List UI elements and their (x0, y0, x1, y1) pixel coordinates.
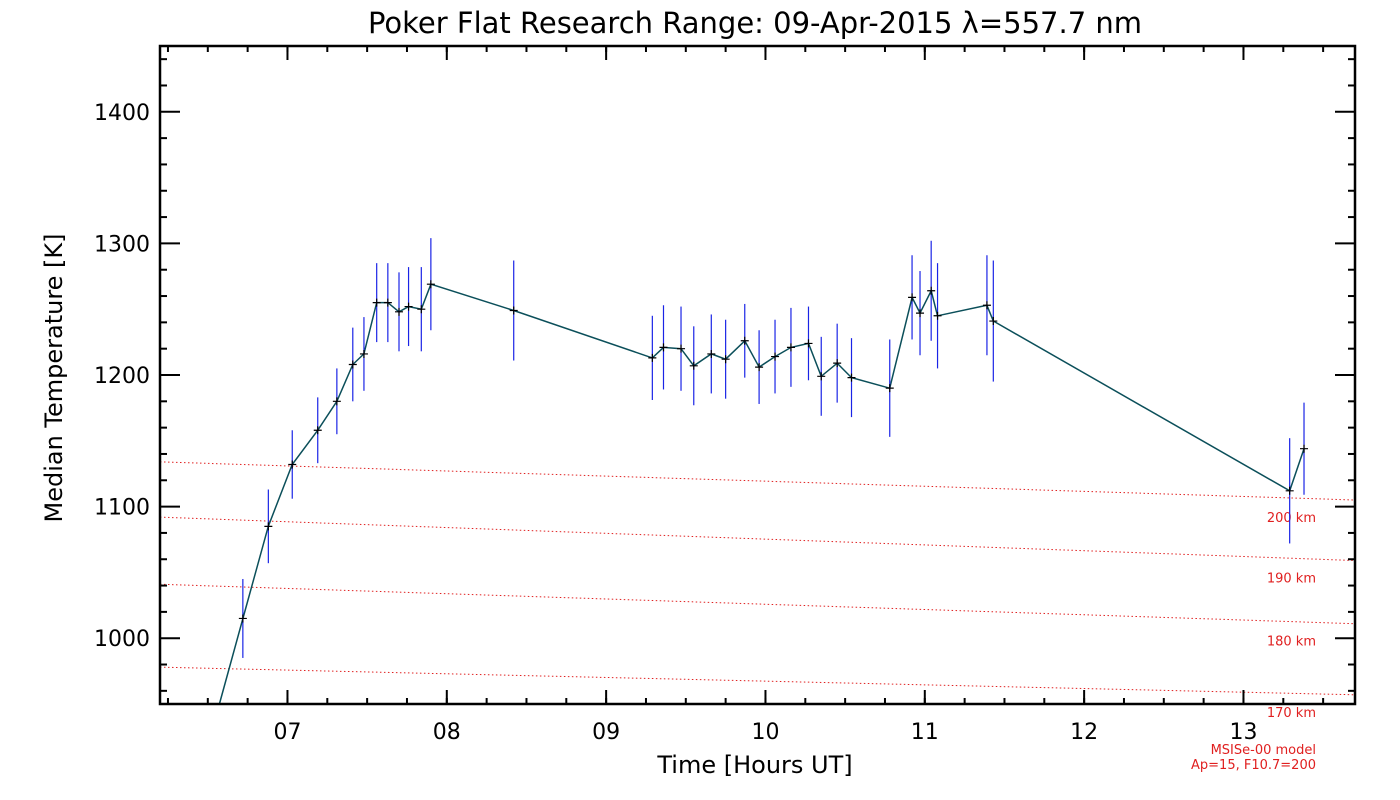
y-tick-label: 1200 (94, 364, 150, 389)
model-line-label: 190 km (1267, 572, 1316, 587)
temperature-line (218, 283, 1305, 705)
data-point (804, 339, 813, 348)
data-point (916, 309, 925, 318)
data-point (1300, 444, 1309, 453)
data-point (933, 311, 942, 320)
data-point (659, 343, 668, 352)
data-point (989, 317, 998, 326)
data-point (721, 355, 730, 364)
data-point (771, 352, 780, 361)
data-point (927, 286, 936, 295)
x-tick-label: 09 (592, 720, 620, 745)
data-point (847, 373, 856, 382)
model-line-190km (159, 516, 1356, 562)
plot-series (218, 238, 1309, 705)
data-point (833, 359, 842, 368)
data-point (689, 361, 698, 370)
y-tick-label: 1400 (94, 101, 150, 126)
x-axis-label: Time [Hours UT] (656, 751, 852, 779)
data-point (404, 302, 413, 311)
data-point (908, 293, 917, 302)
data-point (755, 363, 764, 372)
data-point (332, 397, 341, 406)
model-line-label: 200 km (1267, 511, 1316, 526)
model-line-label: 180 km (1267, 635, 1316, 650)
x-tick-label: 11 (911, 720, 939, 745)
data-point (982, 301, 991, 310)
model-note-line-2: Ap=15, F10.7=200 (1191, 758, 1316, 773)
data-point (786, 343, 795, 352)
data-point (677, 344, 686, 353)
y-tick-label: 1300 (94, 232, 150, 257)
data-point (238, 614, 247, 623)
model-line-180km (159, 583, 1356, 625)
data-point (348, 360, 357, 369)
model-line-200km (159, 461, 1356, 501)
data-point (509, 306, 518, 315)
plot-frame (158, 44, 1357, 706)
chart-title: Poker Flat Research Range: 09-Apr-2015 λ… (368, 6, 1142, 40)
x-tick-label: 07 (273, 720, 301, 745)
x-tick-label: 10 (751, 720, 779, 745)
model-note-line-1: MSISe-00 model (1211, 743, 1316, 758)
data-point (383, 298, 392, 307)
data-point (288, 460, 297, 469)
model-line-170km (159, 666, 1356, 696)
data-point (707, 349, 716, 358)
data-point (313, 426, 322, 435)
data-point (740, 336, 749, 345)
data-point (817, 372, 826, 381)
axis-ticks: 07 08 09 10 11 12 13 1000 1100 1200 1300 1400 (94, 46, 1355, 745)
model-lines: 200 km 190 km 180 km 170 km (159, 461, 1356, 721)
x-tick-label: 13 (1229, 720, 1257, 745)
data-point (648, 353, 657, 362)
data-point (417, 305, 426, 314)
data-point (264, 522, 273, 531)
data-point (359, 349, 368, 358)
data-point (372, 298, 381, 307)
model-line-label: 170 km (1267, 706, 1316, 721)
y-axis-label: Median Temperature [K] (40, 233, 68, 522)
data-point (885, 384, 894, 393)
x-tick-label: 12 (1070, 720, 1098, 745)
y-tick-label: 1100 (94, 496, 150, 521)
data-point (395, 307, 403, 316)
y-tick-label: 1000 (94, 627, 150, 652)
data-point (1285, 486, 1294, 495)
data-point (426, 280, 435, 289)
x-tick-label: 08 (433, 720, 461, 745)
